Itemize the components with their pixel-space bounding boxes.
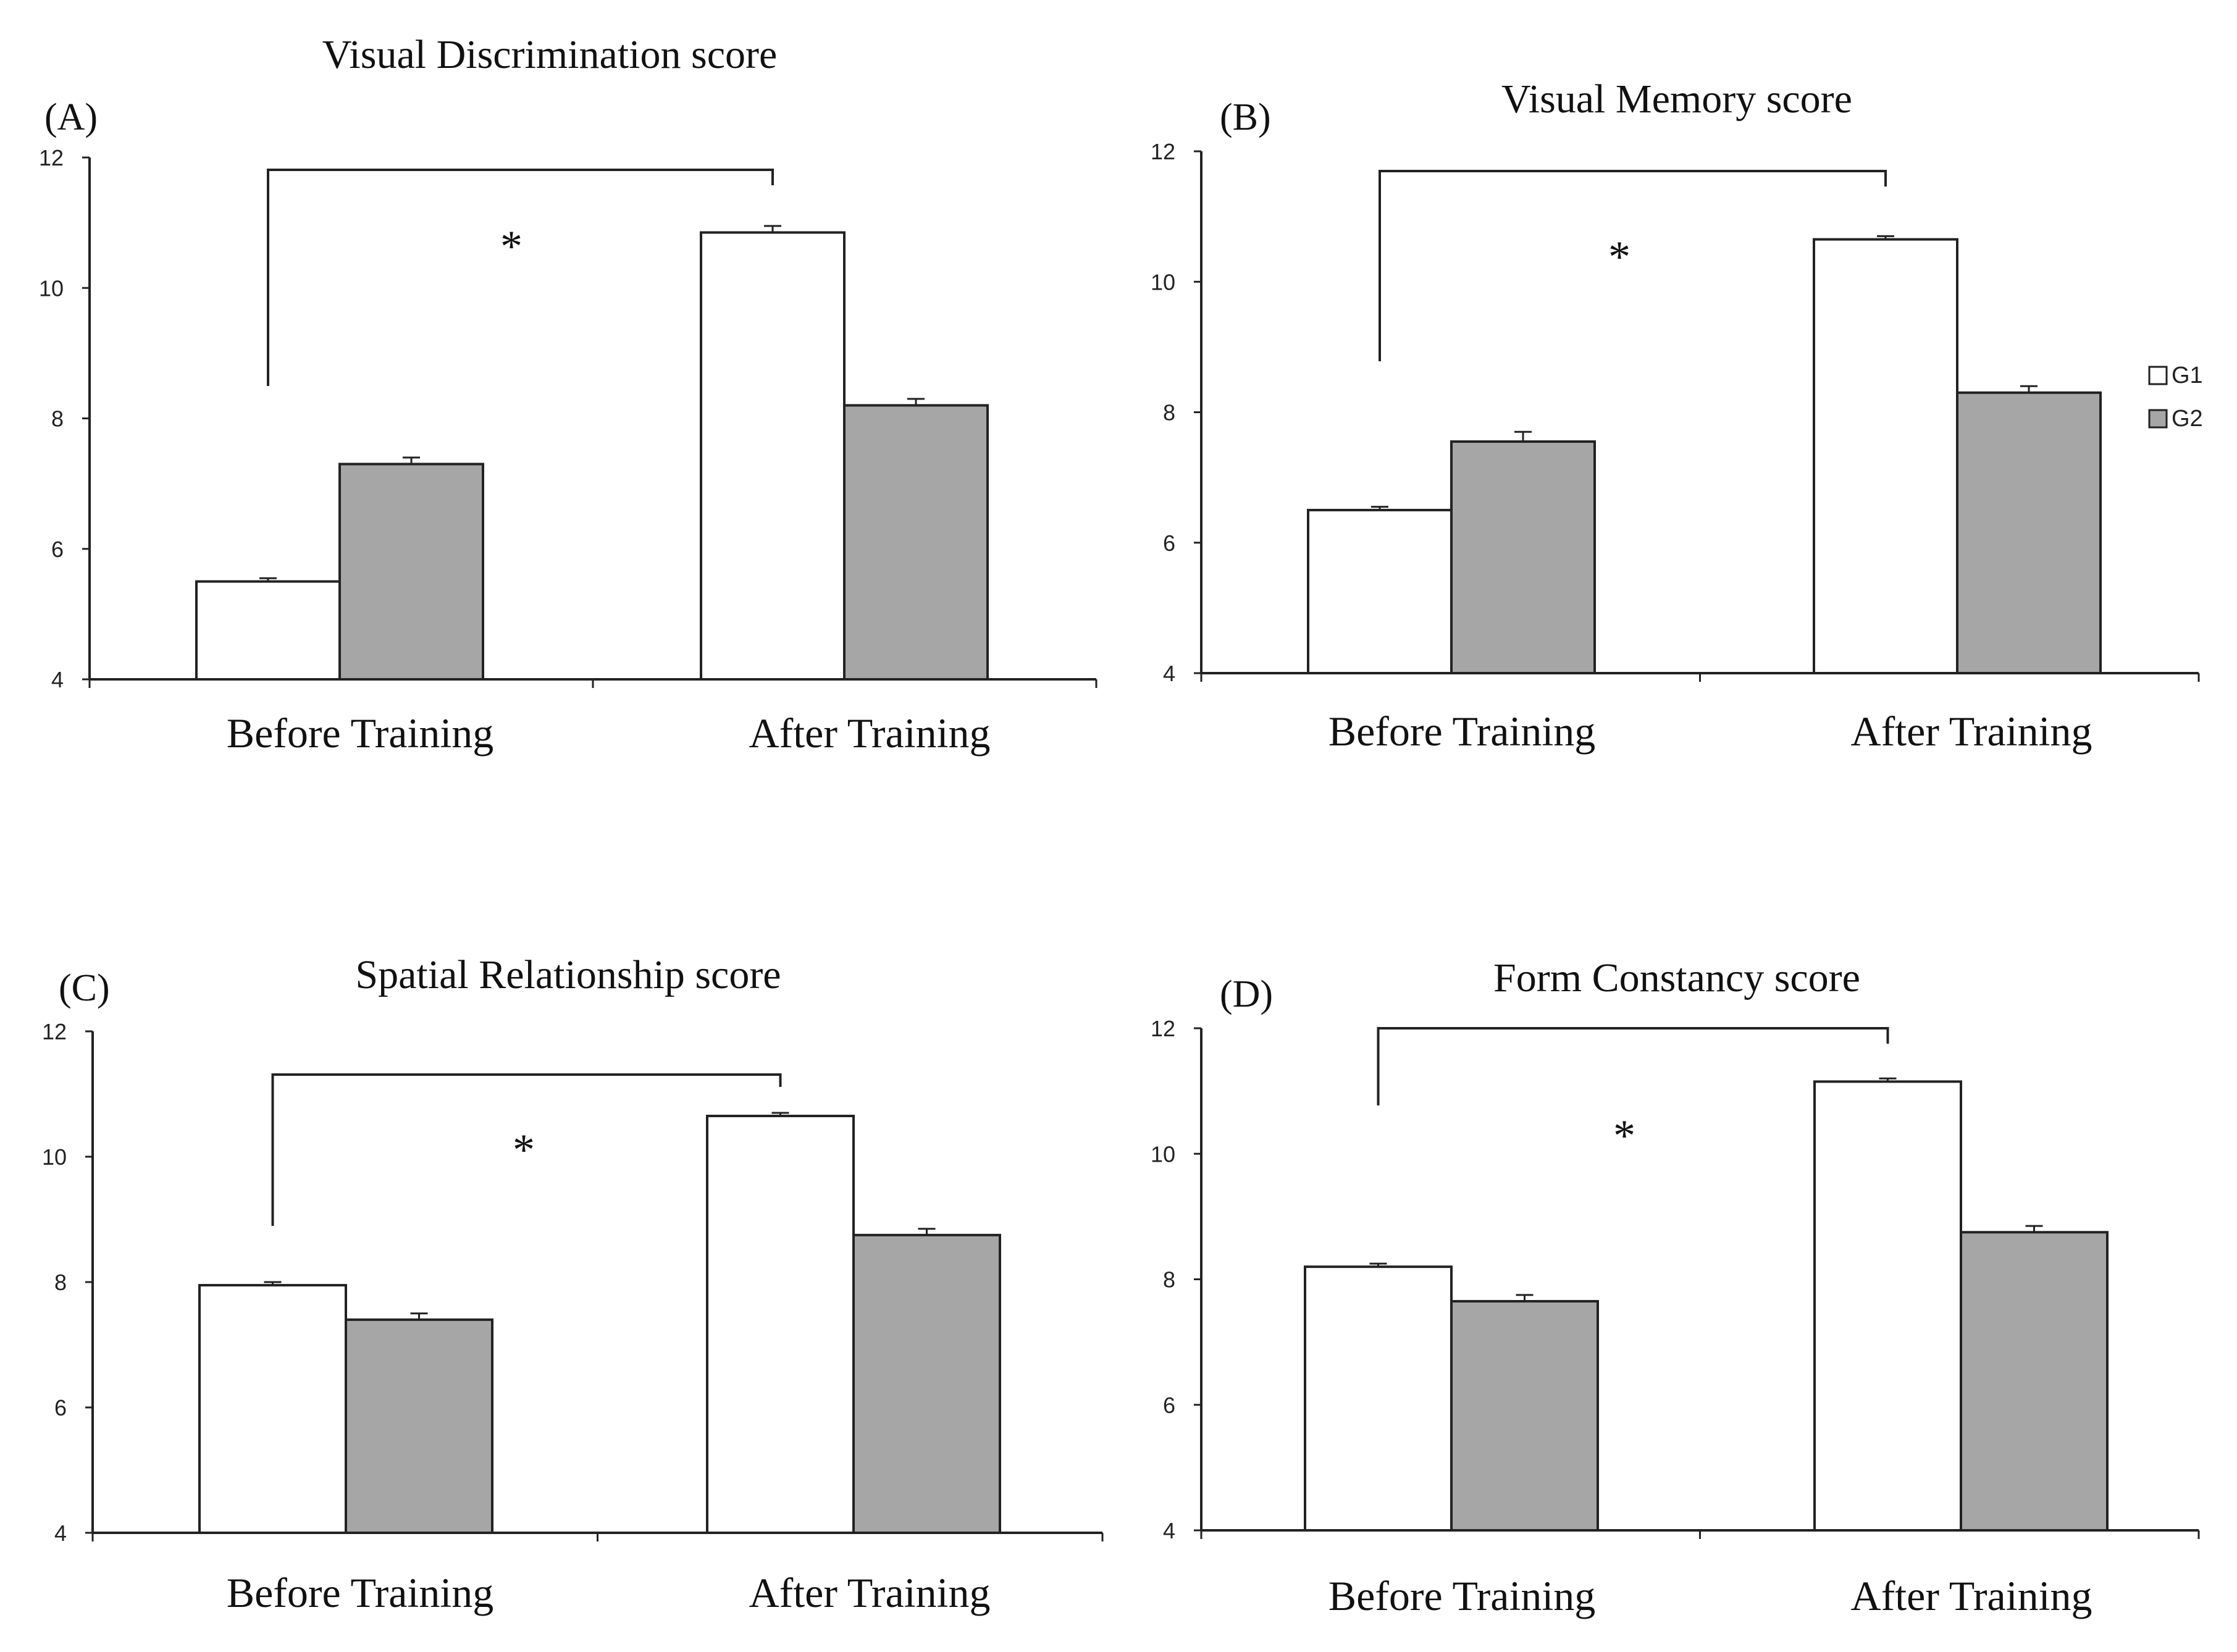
y-tick-label: 6 — [1163, 530, 1175, 556]
y-tick-label: 10 — [42, 1144, 67, 1170]
bar-g1 — [198, 1284, 347, 1534]
chart-title: Form Constancy score — [1493, 955, 1860, 1000]
y-tick-label: 6 — [1163, 1393, 1175, 1418]
y-tick-label: 6 — [51, 537, 64, 562]
y-tick-label: 8 — [1163, 400, 1175, 426]
category-label: Before Training — [1328, 1572, 1596, 1619]
category-label: Before Training — [1328, 708, 1596, 755]
legend-label: G2 — [2172, 406, 2203, 432]
bar-g2 — [1450, 440, 1596, 674]
panel-label: (C) — [59, 967, 110, 1009]
category-label: After Training — [1851, 1572, 2092, 1619]
significance-bracket — [1379, 170, 1887, 361]
bar-g2 — [1956, 391, 2102, 674]
y-tick-label: 10 — [1151, 1141, 1175, 1167]
category-label: Before Training — [227, 1569, 494, 1616]
bar-g2 — [338, 463, 484, 681]
y-tick-label: 12 — [1151, 139, 1175, 164]
significance-bracket — [271, 1073, 782, 1226]
panel-label: (D) — [1220, 973, 1273, 1015]
significance-marker: * — [500, 222, 523, 271]
category-label: After Training — [1851, 708, 2092, 755]
legend-swatch-g1 — [2148, 366, 2168, 385]
significance-marker: * — [1613, 1111, 1635, 1160]
bar-g1 — [195, 580, 341, 681]
y-tick-label: 6 — [54, 1395, 67, 1420]
y-tick-label: 4 — [54, 1520, 67, 1546]
y-tick-label: 12 — [1151, 1016, 1175, 1041]
y-tick-label: 12 — [42, 1019, 67, 1044]
chart-title: Visual Memory score — [1501, 77, 1852, 122]
category-label: After Training — [749, 710, 991, 757]
category-label: After Training — [749, 1569, 991, 1616]
bar-g1 — [1813, 1080, 1962, 1532]
y-tick-label: 8 — [1163, 1267, 1175, 1293]
y-tick-label: 8 — [51, 406, 64, 432]
y-tick-label: 10 — [39, 275, 64, 301]
bar-g2 — [345, 1318, 493, 1534]
panel-label: (B) — [1220, 96, 1271, 138]
y-tick-label: 4 — [1163, 1518, 1175, 1543]
significance-bracket — [1377, 1027, 1889, 1105]
bar-g1 — [706, 1115, 855, 1534]
chart-title: Visual Discrimination score — [322, 32, 778, 77]
bar-g2 — [843, 404, 989, 681]
legend-label: G1 — [2172, 363, 2203, 388]
y-tick-label: 8 — [54, 1270, 67, 1295]
bar-g2 — [1960, 1231, 2109, 1532]
significance-bracket — [267, 169, 774, 386]
y-tick-label: 10 — [1151, 269, 1175, 295]
panel-label: (A) — [44, 96, 98, 138]
bar-g2 — [1450, 1300, 1599, 1532]
y-tick-label: 12 — [39, 145, 64, 170]
bar-g1 — [1307, 508, 1453, 674]
significance-marker: * — [513, 1125, 535, 1175]
category-label: Before Training — [227, 710, 494, 757]
chart-title: Spatial Relationship score — [355, 952, 781, 997]
bar-g2 — [852, 1233, 1001, 1534]
legend-swatch-g2 — [2148, 409, 2168, 429]
bar-g1 — [700, 231, 846, 681]
bar-g1 — [1304, 1265, 1453, 1532]
y-tick-label: 4 — [51, 667, 64, 692]
y-tick-label: 4 — [1163, 661, 1175, 686]
significance-marker: * — [1608, 232, 1631, 282]
bar-g1 — [1813, 238, 1958, 674]
